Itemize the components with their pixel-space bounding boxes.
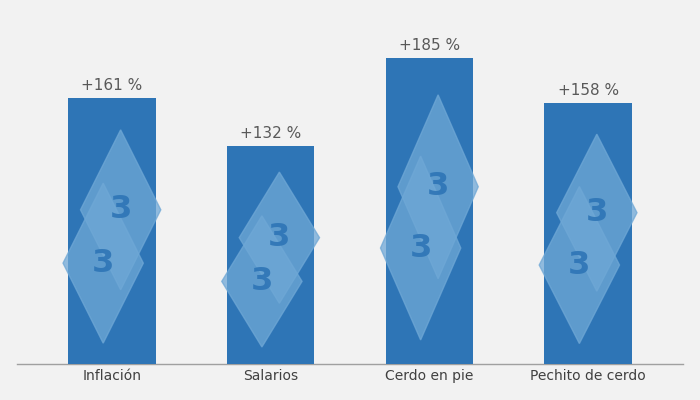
Bar (227, 146, 314, 364)
Text: 3: 3 (410, 232, 432, 264)
Text: 3: 3 (427, 171, 449, 202)
Text: +161 %: +161 % (81, 78, 143, 93)
Text: 3: 3 (251, 266, 273, 297)
Text: +158 %: +158 % (557, 83, 619, 98)
Text: 3: 3 (568, 250, 591, 280)
Polygon shape (556, 134, 637, 291)
Polygon shape (398, 95, 478, 279)
Polygon shape (381, 156, 461, 340)
Polygon shape (539, 186, 620, 344)
Text: 3: 3 (268, 222, 290, 253)
Text: +185 %: +185 % (399, 38, 460, 53)
Polygon shape (222, 216, 302, 347)
Text: 3: 3 (586, 197, 608, 228)
Bar (69, 98, 155, 364)
Polygon shape (239, 172, 319, 303)
Text: 3: 3 (109, 194, 132, 225)
Polygon shape (63, 183, 144, 343)
Text: 3: 3 (92, 248, 114, 279)
Bar (386, 58, 473, 364)
Polygon shape (80, 130, 161, 290)
Text: +132 %: +132 % (240, 126, 301, 141)
Bar (545, 103, 631, 364)
